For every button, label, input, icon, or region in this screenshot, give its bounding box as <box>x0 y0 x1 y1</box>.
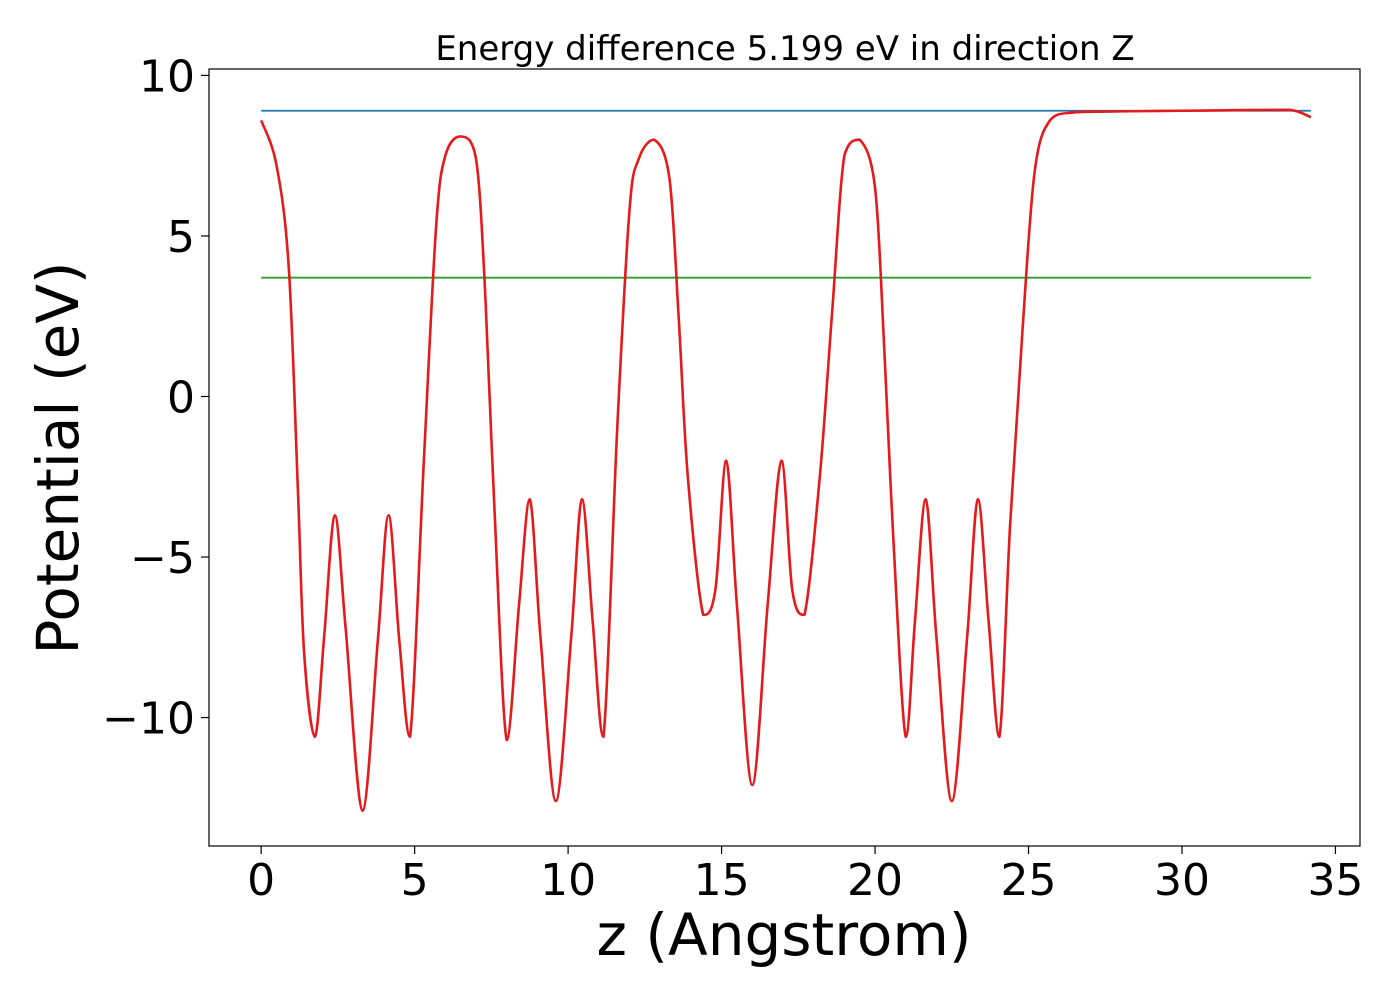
series-line-planar-average-potential <box>259 108 1312 812</box>
x-tick-label: 5 <box>401 855 429 906</box>
x-tick-label: 10 <box>540 855 596 906</box>
y-tick-label: 0 <box>167 372 195 423</box>
x-tick-label: 25 <box>1001 855 1057 906</box>
y-axis-label: Potential (eV) <box>24 261 92 654</box>
chart-title: Energy difference 5.199 eV in direction … <box>435 29 1134 69</box>
y-tick-label: −5 <box>130 533 195 584</box>
x-axis-label: z (Angstrom) <box>597 901 972 969</box>
y-tick-label: 10 <box>139 51 195 102</box>
x-tick-label: 0 <box>247 855 275 906</box>
x-tick-label: 15 <box>694 855 750 906</box>
y-tick-label: 5 <box>167 212 195 263</box>
y-tick-label: −10 <box>102 694 195 745</box>
x-tick-label: 20 <box>847 855 903 906</box>
series-lines <box>259 108 1312 812</box>
axis-ticks: 0 5 10 15 20 25 30 35 10 5 0 −5 −10 <box>102 51 1363 906</box>
x-tick-label: 30 <box>1154 855 1210 906</box>
plot-frame <box>208 68 1361 847</box>
x-tick-label: 35 <box>1307 855 1363 906</box>
